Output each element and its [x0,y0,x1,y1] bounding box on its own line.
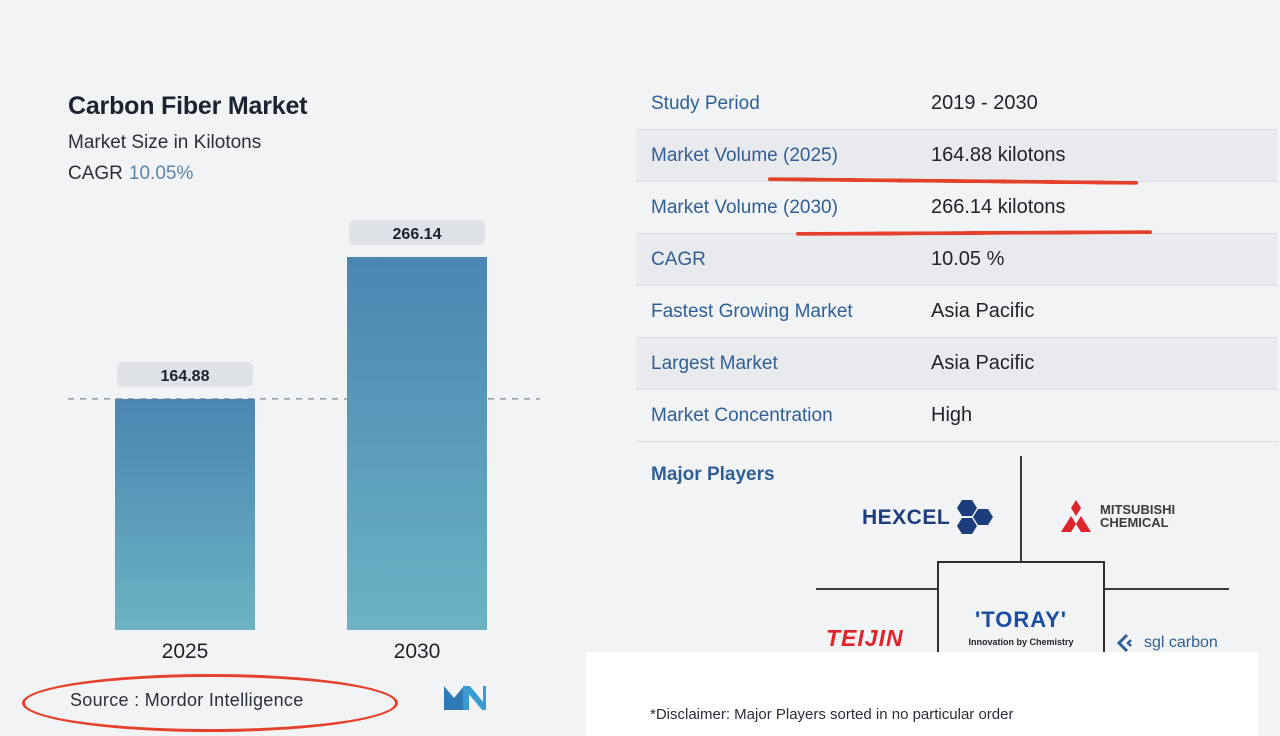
chart-title: Carbon Fiber Market [68,92,308,120]
table-row: Largest Market Asia Pacific [636,338,1278,390]
row-value: 10.05 % [931,248,1005,270]
row-key: Fastest Growing Market [651,300,853,322]
table-row: CAGR 10.05 % [636,234,1278,286]
row-key: Study Period [651,92,760,114]
mitsubishi-line1: MITSUBISHI [1100,502,1176,517]
teijin-logo: TEIJIN [826,625,904,651]
data-label-2025: 164.88 [161,368,210,385]
mitsubishi-chemical-logo: MITSUBISHI CHEMICAL [1058,500,1175,532]
data-label-pill [349,220,485,245]
toray-tagline: Innovation by Chemistry [968,637,1074,647]
row-key: CAGR [651,248,706,270]
table-row: Study Period 2019 - 2030 [636,78,1278,130]
cagr-label: CAGR [68,163,123,184]
row-value: High [931,404,973,426]
row-key: Largest Market [651,352,778,374]
mordor-logo-icon [444,677,489,719]
row-value: 266.14 kilotons [931,196,1066,218]
data-label-2030: 266.14 [393,226,442,243]
table-row: Market Volume (2030) 266.14 kilotons [636,182,1278,234]
row-key: Market Volume (2030) [651,196,838,218]
table-row: Market Volume (2025) 164.88 kilotons [636,130,1278,182]
disclaimer-text: *Disclaimer: Major Players sorted in no … [650,706,1014,723]
cagr-value: 10.05% [128,163,194,184]
row-key: Market Concentration [651,404,833,426]
players-divider-right [1105,588,1229,590]
mitsubishi-diamonds-icon [1061,500,1091,532]
mitsubishi-line2: CHEMICAL [1100,515,1169,530]
table-row: Market Concentration High [636,390,1278,442]
x-tick-2030: 2030 [394,640,441,663]
row-value: Asia Pacific [931,352,1035,374]
row-value: Asia Pacific [931,300,1035,322]
row-key: Market Volume (2025) [651,144,838,166]
hexcel-name: HEXCEL [862,506,951,529]
sgl-carbon-icon [1116,633,1132,653]
table-row: Fastest Growing Market Asia Pacific [636,286,1278,338]
players-divider-vertical [1020,456,1022,562]
hexcel-hexagon-icon [957,500,994,534]
hexcel-logo: HEXCEL [862,498,996,538]
row-value: 2019 - 2030 [931,92,1038,114]
row-value: 164.88 kilotons [931,144,1066,166]
x-tick-2025: 2025 [162,640,209,663]
source-text: Source : Mordor Intelligence [70,690,304,710]
bar-chart: 164.88 2025 266.14 2030 [68,220,540,663]
players-divider-left [816,588,937,590]
source-highlight-circle [22,674,398,732]
toray-name: 'TORAY' [974,607,1068,632]
major-players-label: Major Players [651,464,775,485]
market-info-table: Study Period 2019 - 2030 Market Volume (… [636,78,1278,442]
data-label-pill [117,361,253,387]
toray-logo-box: 'TORAY' Innovation by Chemistry [937,561,1105,655]
sgl-carbon-name: sgl carbon [1144,634,1218,651]
disclaimer-background [586,652,1258,736]
sgl-carbon-logo: sgl carbon [1116,632,1218,654]
bar-2030 [347,257,487,630]
bar-2025 [115,398,255,630]
chart-subtitle: Market Size in Kilotons [68,132,262,153]
cagr-line: CAGR 10.05% [68,163,193,185]
